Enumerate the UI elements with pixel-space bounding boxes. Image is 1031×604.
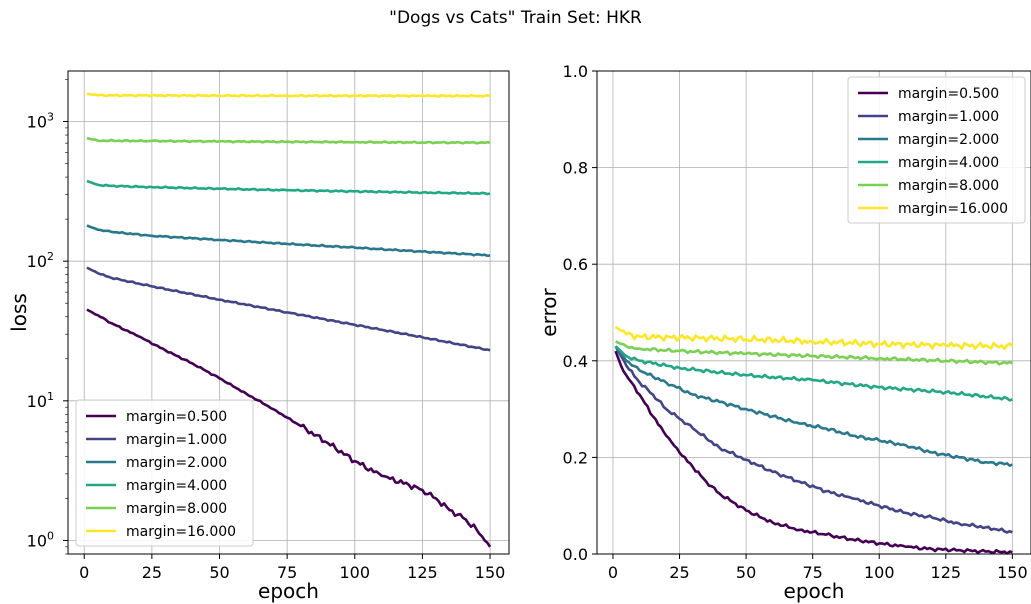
loss-xtick-label: 50	[209, 563, 229, 582]
loss-series-line	[86, 136, 491, 145]
loss-ytick-label: 101	[27, 390, 54, 411]
loss-plot-frame	[67, 70, 510, 555]
loss-legend-label: margin=2.000	[126, 455, 227, 471]
error-ytick-label: 0.0	[563, 545, 588, 564]
loss-legend-label: margin=16.000	[126, 524, 236, 540]
error-legend-label: margin=4.000	[898, 155, 999, 171]
loss-legend-box	[75, 399, 254, 547]
error-plot-frame	[596, 70, 1031, 555]
loss-xtick-label: 75	[277, 563, 297, 582]
error-series-line	[614, 345, 1013, 534]
error-legend-label: margin=2.000	[898, 132, 999, 148]
error-xtick-label: 25	[669, 563, 689, 582]
error-xlabel: epoch	[784, 579, 845, 603]
error-xtick-label: 50	[736, 563, 756, 582]
loss-xtick-label: 125	[407, 563, 438, 582]
error-xtick-label: 100	[864, 563, 895, 582]
loss-xtick-label: 0	[79, 563, 89, 582]
error-legend-label: margin=1.000	[898, 109, 999, 125]
error-series-line	[614, 345, 1013, 402]
loss-ytick-label: 103	[27, 111, 54, 132]
loss-legend: margin=0.500 margin=1.000 margin=2.000 marg…	[75, 399, 254, 547]
loss-legend-label: margin=1.000	[126, 432, 227, 448]
figure-title: "Dogs vs Cats" Train Set: HKR	[389, 8, 642, 28]
loss-series-line	[86, 179, 491, 196]
error-legend-label: margin=8.000	[898, 178, 999, 194]
loss-xtick-label: 100	[340, 563, 371, 582]
error-series-line	[614, 325, 1014, 351]
loss-legend-label: margin=4.000	[126, 478, 227, 494]
loss-legend-label: margin=8.000	[126, 501, 227, 517]
error-xtick-label: 0	[608, 563, 618, 582]
error-xtick-label: 150	[997, 563, 1028, 582]
loss-xtick-label: 150	[475, 563, 506, 582]
error-axes: 0 25 50 75 100 125 150 0.0 0.2 0.4 0.6 0.8 1.0 epoch e…	[537, 62, 1031, 603]
loss-series-line	[86, 224, 491, 258]
error-legend-label: margin=16.000	[898, 201, 1008, 217]
loss-xlabel: epoch	[258, 579, 319, 603]
error-legend: margin=0.500 margin=1.000 margin=2.000 marg…	[847, 76, 1026, 224]
error-series-line	[614, 345, 1013, 468]
loss-series-line	[86, 92, 491, 98]
loss-ytick-label: 100	[27, 529, 54, 550]
error-xtick-label: 125	[931, 563, 962, 582]
loss-series-line	[86, 308, 492, 548]
error-legend-box	[847, 76, 1026, 224]
error-ytick-label: 0.8	[563, 159, 588, 178]
error-series-line	[614, 350, 1013, 555]
error-legend-label: margin=0.500	[898, 86, 999, 102]
error-xtick-label: 75	[802, 563, 822, 582]
loss-ytick-label: 102	[27, 250, 54, 271]
loss-ylabel: loss	[7, 293, 31, 332]
error-ytick-label: 0.4	[563, 352, 588, 371]
loss-series-line	[86, 266, 491, 352]
loss-legend-label: margin=0.500	[126, 409, 227, 425]
error-ytick-label: 0.6	[563, 255, 588, 274]
error-ytick-label: 1.0	[563, 62, 588, 81]
error-ylabel: error	[537, 288, 561, 337]
error-series-line	[615, 340, 1013, 366]
loss-xtick-label: 25	[142, 563, 162, 582]
error-ytick-label: 0.2	[563, 448, 588, 467]
loss-axes: 0 25 50 75 100 125 150 100 101 102 103 epoch loss mar…	[7, 70, 510, 603]
